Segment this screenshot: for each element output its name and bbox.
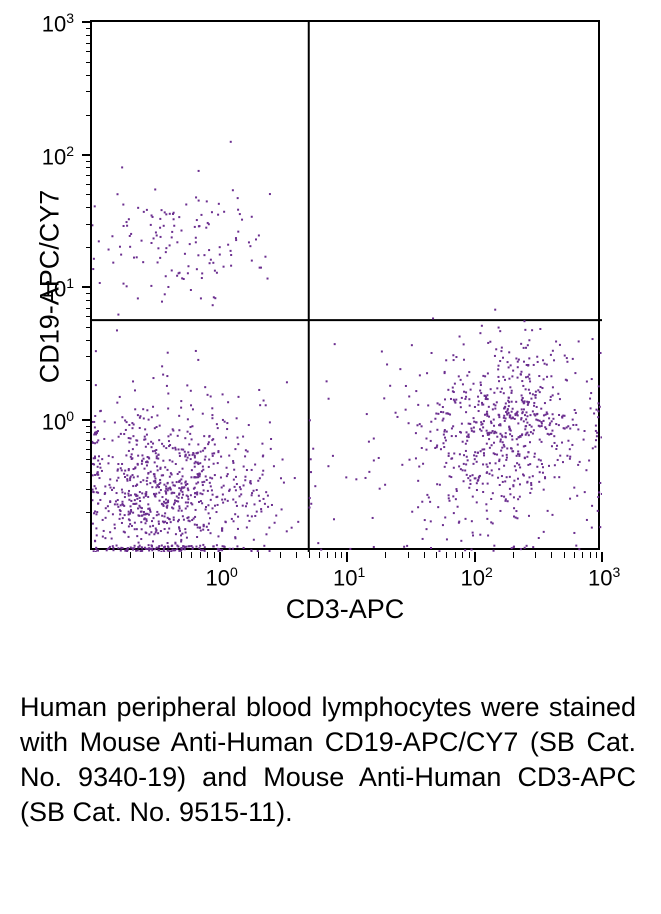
plot-area: 100101102103100101102103 (90, 20, 600, 550)
y-tick-label: 102 (42, 143, 74, 170)
x-tick-label: 102 (461, 564, 493, 591)
x-axis-label: CD3-APC (286, 594, 405, 625)
y-tick-label: 100 (42, 408, 74, 435)
y-tick-label: 103 (42, 10, 74, 37)
figure-caption: Human peripheral blood lymphocytes were … (20, 690, 636, 830)
scatter-chart: CD19-APC/CY7 100101102103100101102103 CD… (90, 20, 600, 550)
x-tick-label: 100 (206, 564, 238, 591)
x-tick-label: 103 (588, 564, 620, 591)
x-tick-label: 101 (333, 564, 365, 591)
scatter-svg (92, 22, 602, 552)
y-tick-label: 101 (42, 275, 74, 302)
